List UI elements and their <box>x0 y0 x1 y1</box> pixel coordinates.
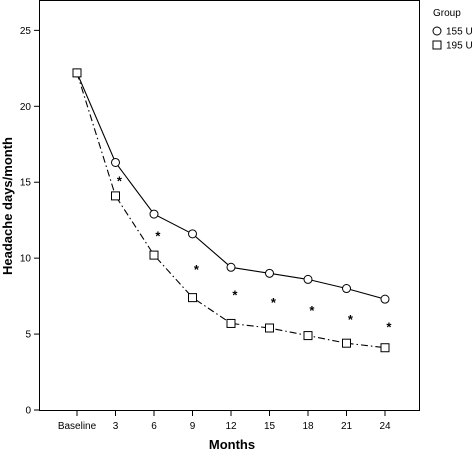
x-tick-label: 12 <box>225 421 237 432</box>
data-point <box>303 331 313 341</box>
legend-entry-label: 155 U <box>446 27 473 38</box>
data-point <box>226 262 236 272</box>
data-point <box>380 343 390 353</box>
significance-marker: * <box>348 312 354 327</box>
data-point <box>111 191 120 201</box>
y-tick-label: 15 <box>20 178 32 189</box>
significance-marker: * <box>155 228 161 243</box>
y-tick-label: 0 <box>25 406 31 417</box>
significance-marker: * <box>117 174 123 189</box>
data-point <box>72 68 82 78</box>
y-axis: 0 5 10 15 20 25 <box>20 26 40 417</box>
legend-marker <box>432 40 442 50</box>
x-tick-label: 6 <box>151 421 157 432</box>
data-point <box>149 250 159 260</box>
x-axis-title: Months <box>209 437 255 451</box>
data-point <box>342 284 351 294</box>
legend-title: Group <box>433 8 461 19</box>
x-tick-label: Baseline <box>58 421 97 432</box>
significance-marker: * <box>194 262 200 277</box>
y-axis-title: Headache days/month <box>0 137 15 275</box>
data-point <box>111 157 120 167</box>
data-point <box>149 209 159 219</box>
y-tick-label: 5 <box>25 330 31 341</box>
data-point <box>265 323 274 333</box>
data-point <box>265 268 274 278</box>
significance-annotations: * * * * * * * * <box>117 174 393 335</box>
legend-marker <box>432 26 442 36</box>
data-point <box>188 293 197 303</box>
data-point <box>226 318 236 328</box>
series-line <box>76 72 386 349</box>
data-point <box>380 294 390 304</box>
data-point <box>188 229 197 239</box>
x-tick-label: 9 <box>190 421 196 432</box>
plot-frame <box>39 0 420 411</box>
y-tick-label: 20 <box>20 102 32 113</box>
x-axis: Baseline 3 6 9 12 15 18 21 24 <box>58 410 391 432</box>
data-point <box>342 338 351 348</box>
x-tick-label: 21 <box>341 421 353 432</box>
y-tick-label: 10 <box>20 254 32 265</box>
x-tick-label: 15 <box>264 421 276 432</box>
significance-marker: * <box>386 319 392 334</box>
significance-marker: * <box>309 303 315 318</box>
significance-marker: * <box>271 295 277 310</box>
data-point <box>303 274 313 284</box>
significance-marker: * <box>232 288 238 303</box>
legend-entry-label: 195 U <box>446 41 473 52</box>
x-tick-label: 3 <box>113 421 119 432</box>
x-tick-label: 18 <box>302 421 314 432</box>
y-tick-label: 25 <box>20 26 32 37</box>
series-layer <box>72 68 390 353</box>
legend: Group 155 U 195 U <box>432 8 473 52</box>
series-2 <box>72 68 390 353</box>
x-tick-label: 24 <box>379 421 391 432</box>
